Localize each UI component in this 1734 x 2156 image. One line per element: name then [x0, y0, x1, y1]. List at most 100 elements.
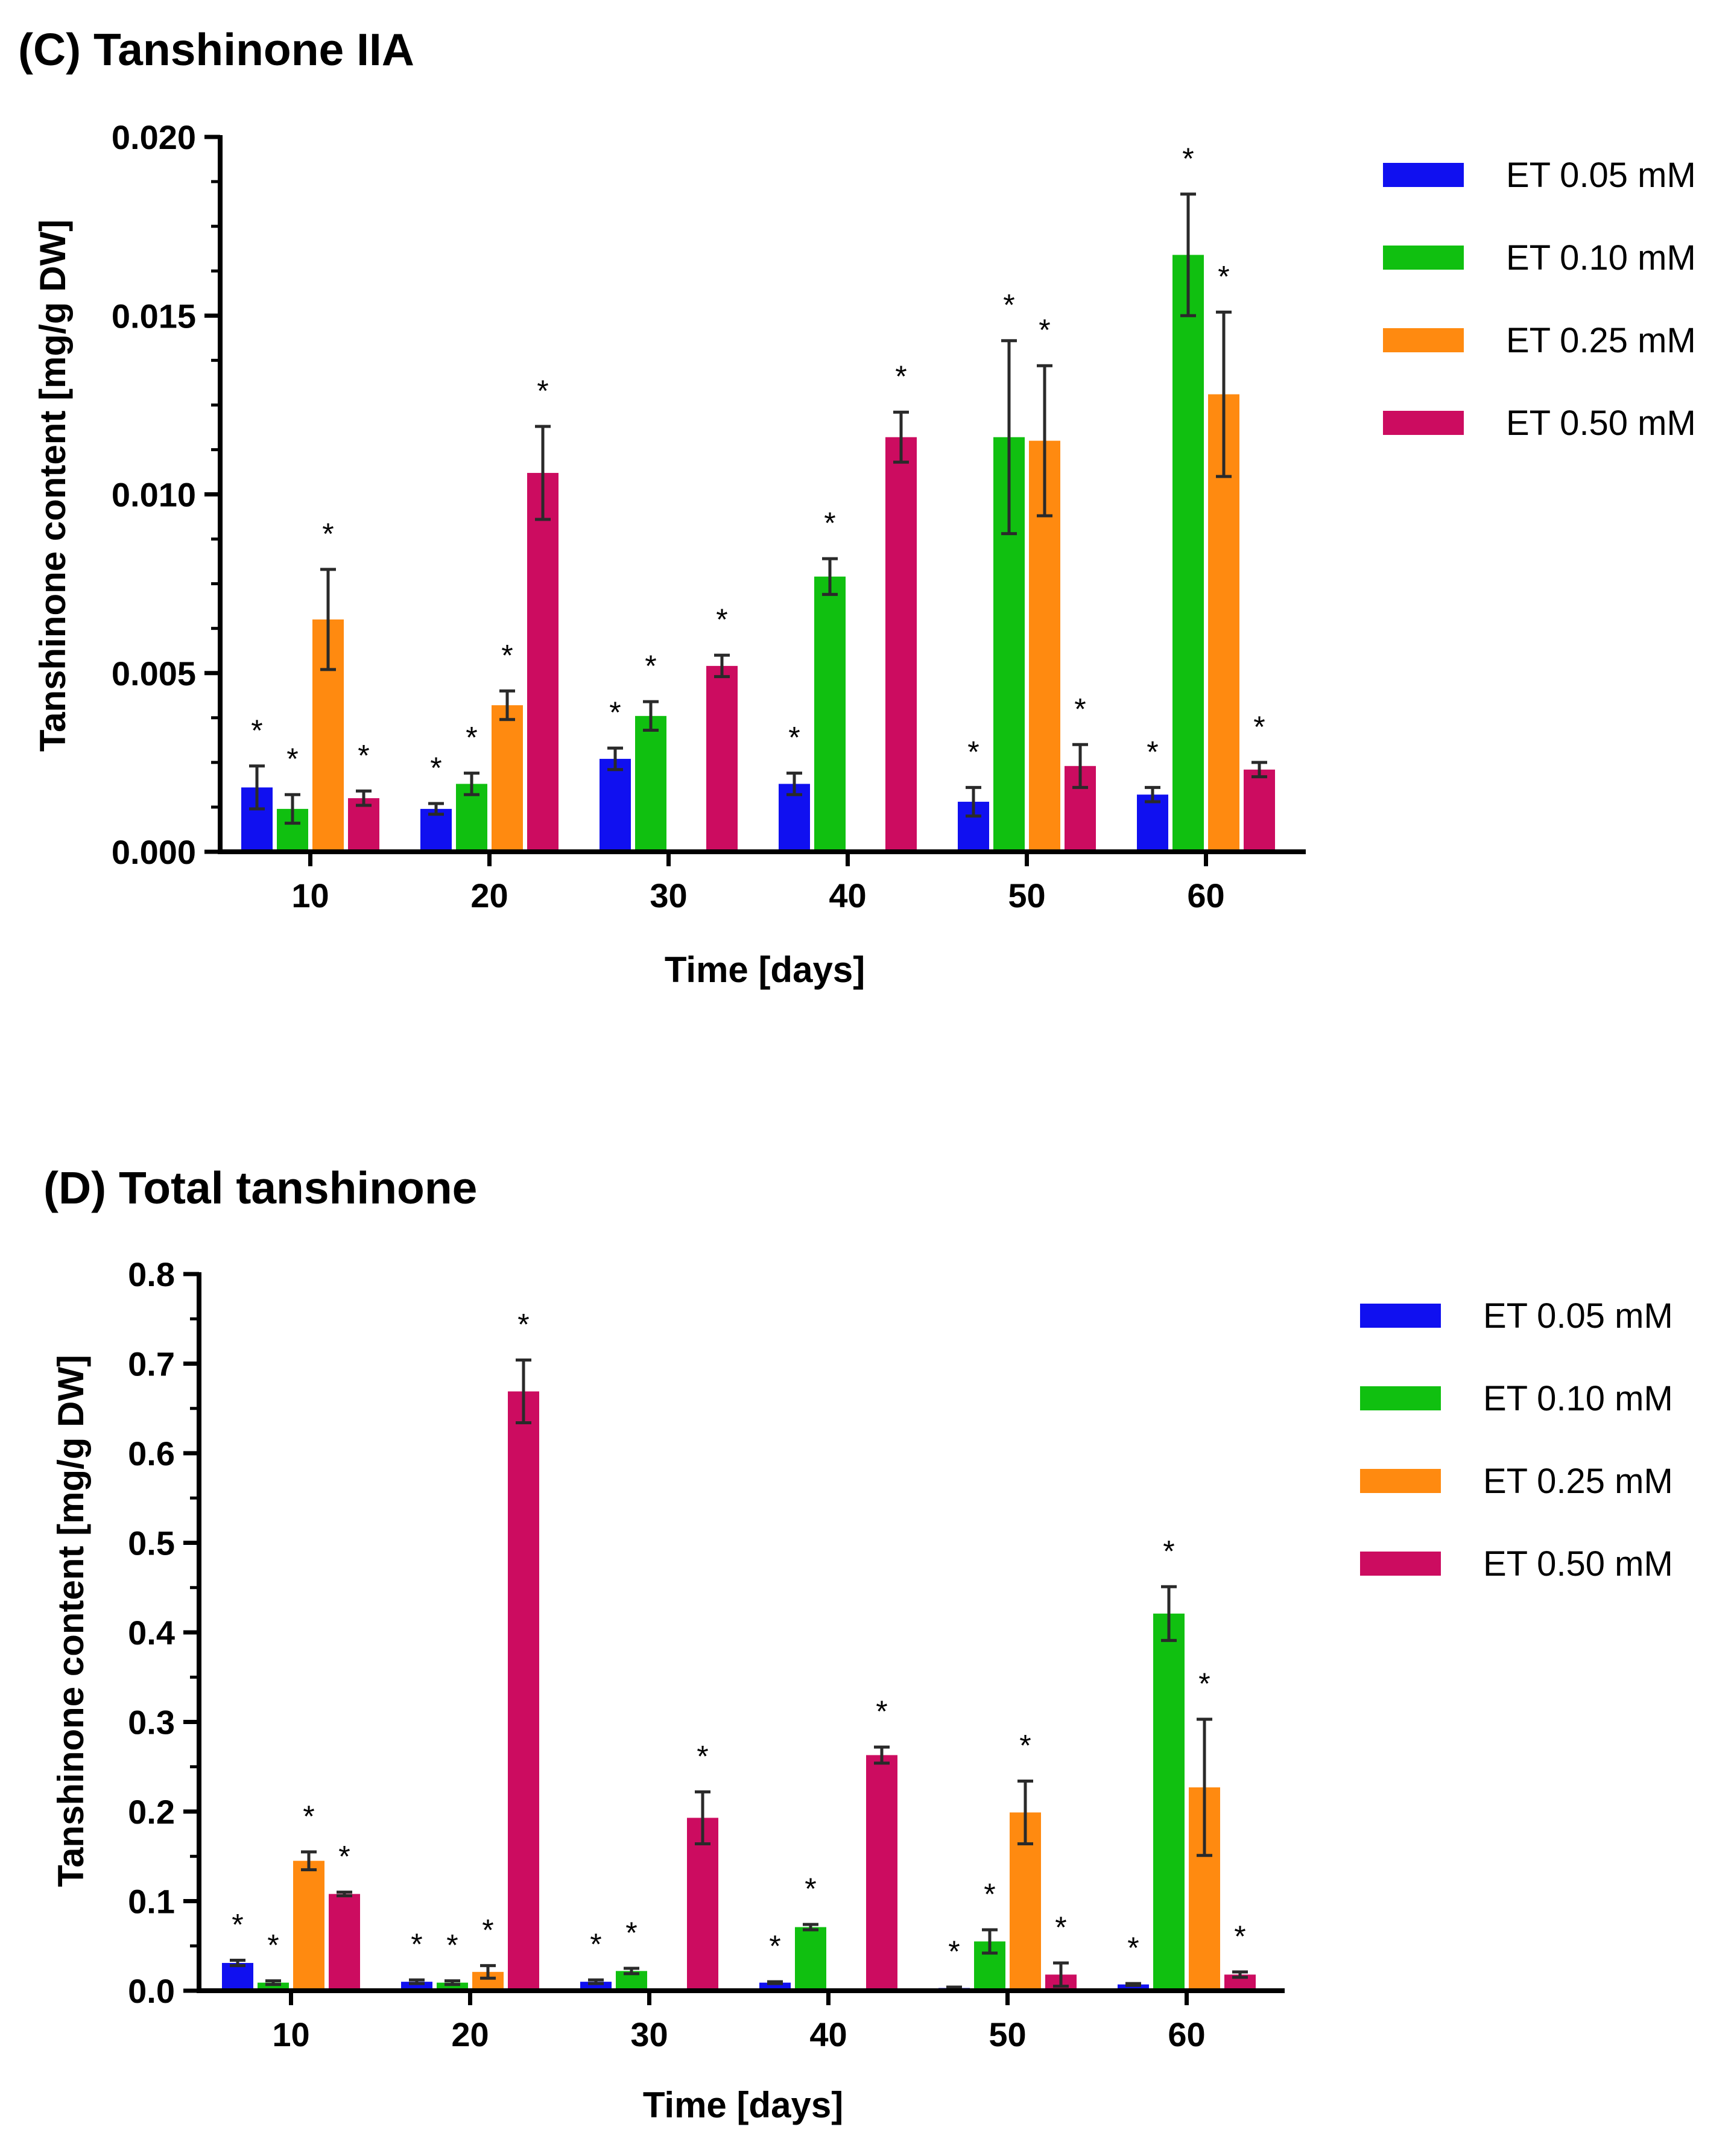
- bar-et-0-50-mm-40: [866, 1755, 897, 1991]
- significance-star: *: [805, 1872, 816, 1906]
- x-tick-label: 10: [272, 2015, 309, 2053]
- bar-et-0-50-mm-60: [1244, 769, 1275, 852]
- bar-et-0-50-mm-30: [706, 665, 738, 852]
- significance-star: *: [625, 1916, 637, 1950]
- significance-star: *: [948, 1935, 960, 1968]
- panel-c-error-bars: [249, 192, 1267, 825]
- panel-d-y-ticks: 0.0 0.1 0.2 0.3 0.4 0.5 0.6 0.7 0.8: [128, 1255, 175, 2010]
- significance-star: *: [895, 360, 907, 393]
- legend-swatch: [1383, 246, 1464, 270]
- x-tick-label: 50: [989, 2015, 1026, 2053]
- significance-star: *: [338, 1840, 350, 1874]
- significance-star: *: [1198, 1667, 1210, 1701]
- panel-c-y-ticks: 0.000 0.005 0.010 0.015 0.020: [112, 118, 196, 871]
- y-tick-label: 0.6: [128, 1435, 175, 1473]
- significance-star: *: [267, 1929, 279, 1962]
- significance-star: *: [1163, 1534, 1174, 1568]
- panel-d-axes: [183, 1272, 1285, 2005]
- significance-star: *: [232, 1908, 243, 1942]
- y-tick-label: 0.3: [128, 1704, 175, 1742]
- bar-et-0-50-mm-10: [329, 1894, 360, 1991]
- x-tick-label: 10: [291, 877, 329, 915]
- panel-d-legend: ET 0.05 mM ET 0.10 mM ET 0.25 mM ET 0.50 mM: [1360, 1296, 1673, 1584]
- significance-star: *: [876, 1695, 887, 1728]
- legend-swatch: [1383, 411, 1464, 435]
- significance-star: *: [1039, 313, 1050, 347]
- significance-star: *: [1127, 1931, 1139, 1965]
- significance-star: *: [466, 721, 477, 755]
- y-tick-label: 0.020: [112, 118, 196, 156]
- panel-c-bars: [241, 255, 1275, 852]
- significance-star: *: [358, 738, 369, 772]
- bar-et-0-05-mm-20: [420, 808, 452, 852]
- significance-star: *: [322, 517, 334, 551]
- legend-label: ET 0.10 mM: [1506, 238, 1696, 277]
- x-tick-label: 20: [470, 877, 508, 915]
- y-tick-label: 0.8: [128, 1255, 175, 1293]
- x-tick-label: 40: [829, 877, 866, 915]
- bar-et-0-05-mm-60: [1137, 794, 1168, 852]
- panel-d-significance-marks: * * * * * * * * * * * * * * * * * * * * * *: [232, 1308, 1245, 1969]
- legend-swatch: [1360, 1304, 1441, 1328]
- legend-swatch: [1383, 328, 1464, 352]
- x-tick-label: 30: [650, 877, 687, 915]
- panel-d-x-ticks: 10 20 30 40 50 60: [272, 2015, 1205, 2053]
- legend-label: ET 0.25 mM: [1506, 321, 1696, 360]
- panel-d-x-axis-label: Time [days]: [643, 2085, 843, 2125]
- significance-star: *: [303, 1799, 314, 1833]
- significance-star: *: [697, 1739, 708, 1773]
- significance-star: *: [788, 721, 800, 755]
- significance-star: *: [1147, 735, 1158, 769]
- bar-et-0-50-mm-10: [348, 798, 379, 852]
- bar-et-0-50-mm-20: [508, 1391, 539, 1991]
- significance-star: *: [645, 649, 656, 683]
- significance-star: *: [1253, 710, 1265, 744]
- panel-c-x-ticks: 10 20 30 40 50 60: [291, 877, 1224, 915]
- significance-star: *: [251, 714, 262, 747]
- y-tick-label: 0.005: [112, 655, 196, 693]
- bar-et-0-05-mm-10: [222, 1962, 253, 1991]
- significance-star: *: [430, 751, 441, 785]
- significance-star: *: [501, 638, 513, 672]
- y-tick-label: 0.5: [128, 1524, 175, 1562]
- y-tick-label: 0.2: [128, 1793, 175, 1831]
- bar-et-0-10-mm-40: [814, 576, 846, 852]
- panel-c-axes: [204, 135, 1306, 866]
- legend-swatch: [1383, 163, 1464, 187]
- panel-d-y-axis-label: Tanshinone content [mg/g DW]: [51, 1355, 91, 1887]
- significance-star: *: [1003, 288, 1014, 322]
- significance-star: *: [967, 735, 979, 769]
- bar-et-0-50-mm-20: [527, 472, 558, 852]
- legend-label: ET 0.10 mM: [1483, 1379, 1673, 1418]
- panel-c-x-axis-label: Time [days]: [665, 950, 865, 990]
- y-tick-label: 0.1: [128, 1883, 175, 1921]
- y-tick-label: 0.010: [112, 476, 196, 514]
- significance-star: *: [482, 1913, 493, 1947]
- significance-star: *: [609, 696, 621, 729]
- significance-star: *: [537, 374, 548, 408]
- legend-swatch: [1360, 1469, 1441, 1493]
- bar-et-0-50-mm-40: [885, 437, 917, 852]
- significance-star: *: [716, 603, 727, 636]
- significance-star: *: [984, 1877, 995, 1911]
- bar-et-0-10-mm-60: [1153, 1613, 1185, 1991]
- significance-star: *: [411, 1927, 422, 1961]
- significance-star: *: [286, 742, 298, 776]
- significance-star: *: [1218, 259, 1229, 293]
- significance-star: *: [769, 1929, 780, 1963]
- panel-d-bars: [222, 1391, 1256, 1991]
- significance-star: *: [1234, 1920, 1245, 1953]
- bar-et-0-10-mm-30: [635, 715, 666, 852]
- bar-et-0-50-mm-30: [687, 1818, 718, 1991]
- panel-c-significance-marks: * * * * * * * * * * * * * * * * * * * * * *: [251, 142, 1265, 785]
- bar-et-0-10-mm-40: [795, 1927, 826, 1991]
- legend-label: ET 0.05 mM: [1506, 156, 1696, 195]
- bar-et-0-10-mm-60: [1172, 255, 1204, 852]
- significance-star: *: [590, 1927, 601, 1961]
- y-tick-label: 0.0: [128, 1972, 175, 2010]
- significance-star: *: [824, 506, 835, 540]
- legend-label: ET 0.05 mM: [1483, 1296, 1673, 1336]
- bar-et-0-05-mm-30: [600, 758, 631, 852]
- panel-c-legend: ET 0.05 mM ET 0.10 mM ET 0.25 mM ET 0.50 mM: [1383, 156, 1696, 443]
- panel-d-title: (D) Total tanshinone: [43, 1162, 477, 1213]
